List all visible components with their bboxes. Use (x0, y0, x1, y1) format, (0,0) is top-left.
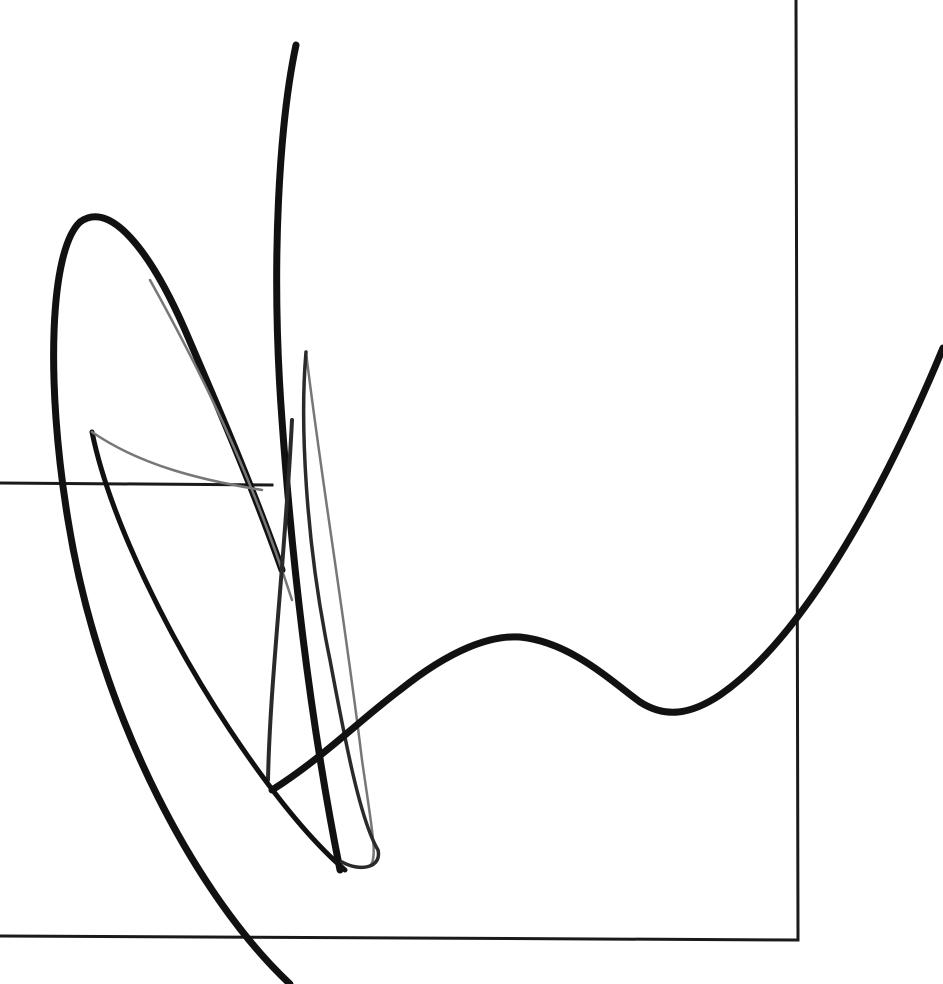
thin-needle-stroke (304, 350, 375, 868)
cusp-hairline (90, 430, 264, 492)
inner-cusp-stroke (89, 429, 348, 873)
loop-stroke (50, 213, 294, 984)
wave-tail-stroke (268, 344, 943, 794)
loop-thin-tail (148, 278, 294, 602)
vertical-return-stroke (266, 418, 294, 782)
box-frame-right-bottom (0, 0, 800, 942)
thin-needle-return (301, 350, 381, 870)
tall-vertical-stroke (273, 41, 344, 874)
